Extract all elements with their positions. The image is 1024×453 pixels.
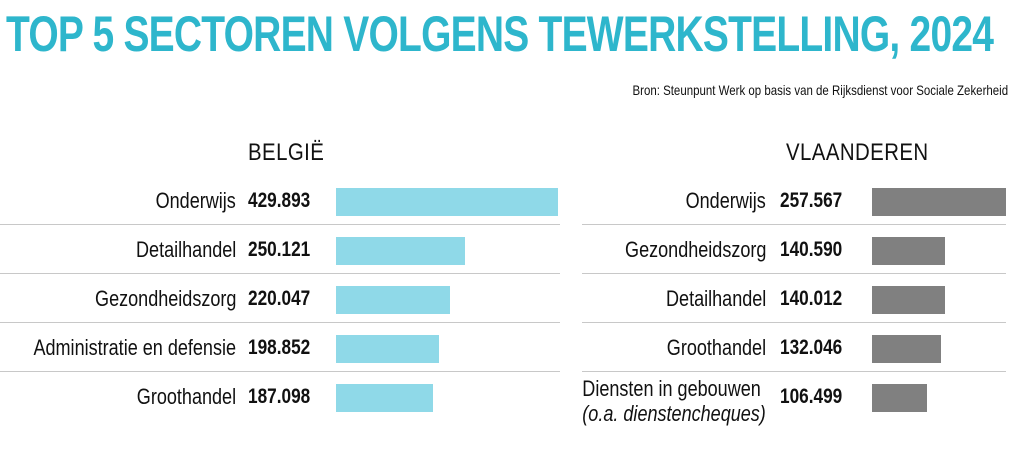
row-separator xyxy=(582,224,1006,225)
row-separator xyxy=(582,273,1006,274)
category-label: Diensten in gebouwen (o.a. dienstencheque… xyxy=(582,376,766,426)
bar-row-belgie-3: Gezondheidszorg 220.047 xyxy=(0,274,560,323)
value-label: 257.567 xyxy=(780,188,843,212)
bar-vlaanderen-3 xyxy=(872,286,945,314)
category-label: Groothandel xyxy=(666,334,766,360)
panel-title-belgie: BELGIË xyxy=(248,139,325,166)
value-label: 106.499 xyxy=(780,384,843,408)
value-label: 132.046 xyxy=(780,335,843,359)
value-label: 198.852 xyxy=(248,335,311,359)
value-label: 140.590 xyxy=(780,237,843,261)
bar-row-vlaanderen-2: Gezondheidszorg 140.590 xyxy=(582,225,1006,274)
value-label: 220.047 xyxy=(248,286,311,310)
bar-belgie-4 xyxy=(336,335,439,363)
bar-row-vlaanderen-4: Groothandel 132.046 xyxy=(582,323,1006,372)
bar-row-vlaanderen-5: Diensten in gebouwen (o.a. dienstencheque… xyxy=(582,372,1006,426)
row-separator xyxy=(0,371,560,372)
category-label: Detailhandel xyxy=(665,285,766,311)
value-label: 187.098 xyxy=(248,384,311,408)
category-label: Onderwijs xyxy=(155,187,236,213)
category-label: Administratie en defensie xyxy=(33,334,236,360)
bar-row-belgie-4: Administratie en defensie 198.852 xyxy=(0,323,560,372)
bar-row-belgie-5: Groothandel 187.098 xyxy=(0,372,560,421)
row-separator xyxy=(0,224,560,225)
category-label-main: Diensten in gebouwen xyxy=(582,376,761,401)
bar-belgie-5 xyxy=(336,384,433,412)
bar-row-vlaanderen-1: Onderwijs 257.567 xyxy=(582,176,1006,225)
category-label: Groothandel xyxy=(136,383,236,409)
bar-row-vlaanderen-3: Detailhandel 140.012 xyxy=(582,274,1006,323)
bar-row-belgie-1: Onderwijs 429.893 xyxy=(0,176,560,225)
panel-title-vlaanderen: VLAANDEREN xyxy=(786,139,929,166)
bar-vlaanderen-4 xyxy=(872,335,941,363)
bar-row-belgie-2: Detailhandel 250.121 xyxy=(0,225,560,274)
bar-vlaanderen-5 xyxy=(872,384,927,412)
row-separator xyxy=(582,371,1006,372)
value-label: 429.893 xyxy=(248,188,311,212)
value-label: 140.012 xyxy=(780,286,843,310)
value-label: 250.121 xyxy=(248,237,311,261)
chart-title: TOP 5 SECTOREN VOLGENS TEWERKSTELLING, 2… xyxy=(6,6,994,62)
bar-belgie-3 xyxy=(336,286,450,314)
panel-vlaanderen: VLAANDEREN Onderwijs 257.567 Gezondheidszo… xyxy=(582,128,1006,448)
source-note: Bron: Steunpunt Werk op basis van de Rij… xyxy=(632,82,1008,98)
bar-belgie-1 xyxy=(336,188,558,216)
row-separator xyxy=(582,322,1006,323)
category-label: Detailhandel xyxy=(135,236,236,262)
row-separator xyxy=(0,273,560,274)
bar-vlaanderen-1 xyxy=(872,188,1006,216)
category-label: Gezondheidszorg xyxy=(624,236,766,262)
bar-belgie-2 xyxy=(336,237,465,265)
row-separator xyxy=(0,322,560,323)
category-label: Gezondheidszorg xyxy=(94,285,236,311)
panel-belgie: BELGIË Onderwijs 429.893 Detailhandel 250.1… xyxy=(0,128,560,448)
bar-vlaanderen-2 xyxy=(872,237,945,265)
category-label: Onderwijs xyxy=(685,187,766,213)
category-label-note: (o.a. dienstencheques) xyxy=(582,401,766,426)
